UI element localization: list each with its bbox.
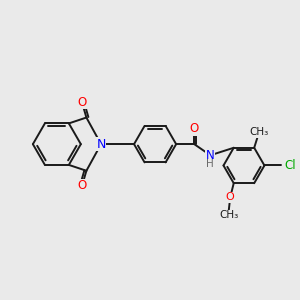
Text: O: O [226, 192, 235, 202]
Text: O: O [77, 179, 87, 193]
Text: N: N [206, 149, 215, 162]
Text: O: O [77, 96, 87, 109]
Text: H: H [206, 159, 214, 169]
Text: CH₃: CH₃ [249, 127, 268, 137]
Text: Cl: Cl [284, 159, 296, 172]
Text: CH₃: CH₃ [219, 210, 239, 220]
Text: O: O [190, 122, 199, 136]
Text: N: N [96, 138, 106, 151]
